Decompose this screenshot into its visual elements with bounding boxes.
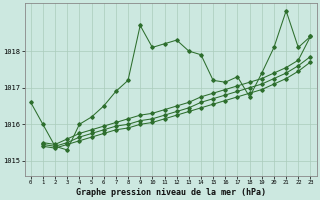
X-axis label: Graphe pression niveau de la mer (hPa): Graphe pression niveau de la mer (hPa): [76, 188, 266, 197]
